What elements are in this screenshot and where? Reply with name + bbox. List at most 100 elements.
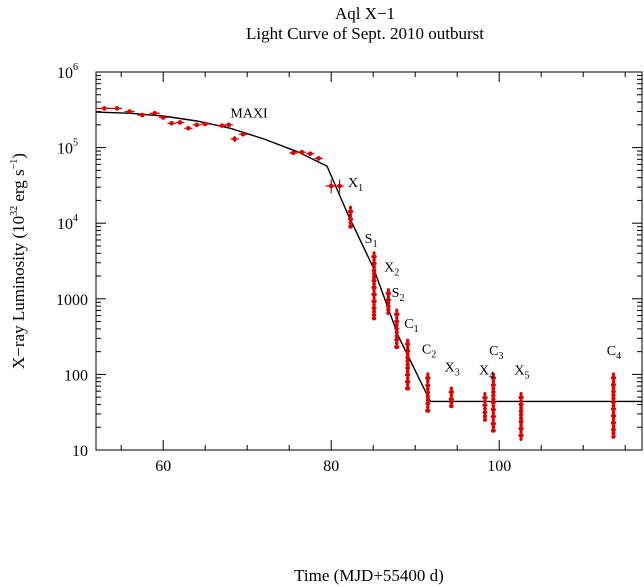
data-points xyxy=(96,106,617,441)
cluster-point xyxy=(518,419,524,424)
cluster-point xyxy=(372,309,377,314)
cluster-point xyxy=(371,254,377,259)
cluster-point xyxy=(406,376,410,381)
data-point xyxy=(184,126,193,131)
model-line xyxy=(95,111,642,403)
cluster-point xyxy=(491,397,496,402)
point-marker xyxy=(152,110,158,116)
cluster-point xyxy=(426,379,430,384)
cluster-point xyxy=(611,386,616,391)
point-marker xyxy=(169,120,174,126)
cluster-point xyxy=(371,299,377,304)
cluster-point xyxy=(491,425,496,430)
cluster-point xyxy=(405,345,410,350)
data-point xyxy=(149,110,160,116)
cluster-point xyxy=(482,414,488,419)
cluster-point xyxy=(348,224,353,229)
cluster-point xyxy=(371,312,377,317)
x-tick-label: 60 xyxy=(155,458,171,475)
cluster-point xyxy=(395,315,399,320)
data-cluster xyxy=(347,205,354,229)
data-cluster xyxy=(518,392,524,441)
data-cluster xyxy=(425,372,431,413)
cluster-point xyxy=(425,394,430,399)
cluster-point xyxy=(406,338,410,343)
cluster-point xyxy=(611,396,616,401)
cluster-point xyxy=(405,355,411,360)
data-cluster xyxy=(404,338,411,391)
cluster-point xyxy=(518,409,524,414)
point-marker xyxy=(307,151,313,157)
cluster-point xyxy=(611,372,616,377)
cluster-point xyxy=(490,400,496,405)
cluster-point xyxy=(425,401,431,406)
cluster-point xyxy=(611,434,616,439)
cluster-point xyxy=(371,292,377,297)
cluster-point xyxy=(394,341,399,346)
point-marker xyxy=(114,106,120,111)
cluster-point xyxy=(372,282,376,287)
cluster-point xyxy=(371,275,377,280)
cluster-point xyxy=(610,413,617,418)
cluster-point xyxy=(395,308,399,313)
cluster-point xyxy=(425,408,431,413)
cluster-point xyxy=(490,421,497,426)
annotation-label: C3 xyxy=(489,344,503,362)
cluster-point xyxy=(371,306,377,311)
cluster-point xyxy=(394,330,399,335)
data-point xyxy=(306,151,315,157)
cluster-point xyxy=(519,430,523,435)
cluster-point xyxy=(610,407,617,412)
cluster-point xyxy=(490,375,497,380)
cluster-point xyxy=(490,382,496,387)
cluster-point xyxy=(372,302,376,307)
cluster-point xyxy=(348,213,353,218)
annotation-label: X4 xyxy=(479,363,494,381)
cluster-point xyxy=(394,345,400,350)
cluster-point xyxy=(426,372,430,377)
plot-frame xyxy=(95,71,643,451)
annotation-label: X5 xyxy=(514,363,529,381)
cluster-point xyxy=(519,436,523,441)
cluster-point xyxy=(491,386,496,391)
point-marker xyxy=(299,149,305,155)
cluster-point xyxy=(610,427,616,432)
cluster-point xyxy=(482,395,488,400)
cluster-point xyxy=(425,376,431,381)
point-marker xyxy=(194,122,200,128)
data-point xyxy=(297,149,306,155)
cluster-point xyxy=(386,310,391,315)
cluster-point xyxy=(394,326,400,331)
data-cluster xyxy=(448,386,455,409)
cluster-point xyxy=(385,297,391,302)
cluster-point xyxy=(386,301,391,306)
cluster-point xyxy=(348,205,353,210)
cluster-point xyxy=(385,291,392,296)
cluster-point xyxy=(426,405,430,410)
data-cluster xyxy=(385,288,392,315)
cluster-point xyxy=(448,390,455,395)
data-point xyxy=(217,123,227,128)
data-point xyxy=(230,136,239,143)
cluster-point xyxy=(371,316,377,321)
cluster-point xyxy=(347,209,354,214)
cluster-point xyxy=(348,220,353,225)
data-point xyxy=(238,131,248,137)
cluster-point xyxy=(372,258,376,263)
y-tick-label: 104 xyxy=(57,213,78,233)
data-point xyxy=(289,150,298,156)
cluster-point xyxy=(394,319,400,324)
annotation-label: C1 xyxy=(404,317,418,335)
cluster-point xyxy=(519,398,523,403)
y-tick-label: 106 xyxy=(57,62,78,82)
chart-subtitle: Light Curve of Sept. 2010 outburst xyxy=(246,24,484,43)
data-point xyxy=(175,120,185,125)
cluster-point xyxy=(425,386,430,391)
cluster-point xyxy=(405,362,410,367)
cluster-point xyxy=(490,407,497,412)
data-point xyxy=(224,122,233,128)
annotation-label: C4 xyxy=(607,344,621,362)
x-axis-label: Time (MJD+55400 d) xyxy=(294,566,444,585)
